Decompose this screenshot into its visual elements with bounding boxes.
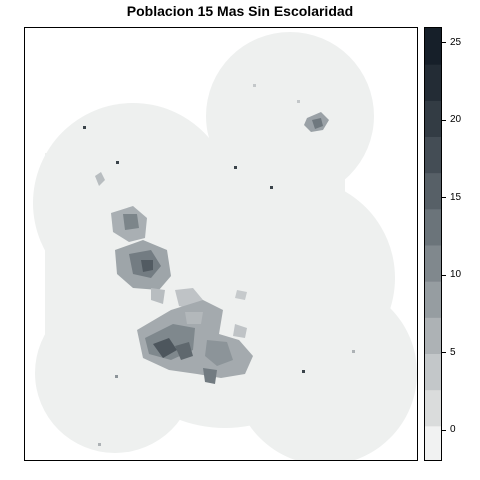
legend-swatch xyxy=(425,389,441,427)
upper-west-cluster xyxy=(95,172,147,242)
legend-swatch xyxy=(425,425,441,460)
map-canvas xyxy=(33,32,417,460)
legend-tick-mark xyxy=(442,429,446,431)
data-point xyxy=(352,350,355,353)
legend-tick-label: 5 xyxy=(450,346,456,358)
map-title: Poblacion 15 Mas Sin Escolaridad xyxy=(126,3,354,19)
coverage-area xyxy=(33,32,417,460)
legend-swatch xyxy=(425,28,441,65)
data-point xyxy=(98,443,101,446)
legend-swatch xyxy=(425,100,441,137)
legend-tick-label: 0 xyxy=(450,424,456,435)
legend-swatch xyxy=(425,281,441,318)
legend-swatch xyxy=(425,136,441,174)
isolated-points xyxy=(83,84,355,446)
legend-swatch xyxy=(425,353,441,391)
legend-swatch xyxy=(425,245,441,282)
northeast-cluster xyxy=(297,100,329,132)
legend-tick-label: 25 xyxy=(450,36,462,48)
coverage-blob xyxy=(215,88,325,238)
data-point xyxy=(302,370,305,373)
data-point xyxy=(234,166,237,169)
legend-ticks: 0 5 10 15 20 25 xyxy=(442,27,480,461)
data-point xyxy=(270,186,273,189)
data-point xyxy=(116,161,119,164)
legend-swatch xyxy=(425,317,441,354)
legend-swatch xyxy=(425,172,441,210)
legend-swatch xyxy=(425,208,441,246)
legend-colorbar xyxy=(424,27,442,461)
legend-tick-mark xyxy=(442,352,446,353)
legend-tick-mark xyxy=(442,197,446,198)
legend-tick-mark xyxy=(442,274,446,276)
south-central-cluster xyxy=(137,300,253,384)
data-point xyxy=(83,126,86,129)
legend-tick-label: 10 xyxy=(450,269,462,280)
legend-swatches xyxy=(425,28,441,460)
central-cluster xyxy=(115,240,247,310)
legend-tick-mark xyxy=(442,119,446,121)
data-point xyxy=(115,375,118,378)
legend-tick-label: 15 xyxy=(450,191,462,203)
legend-tick-label: 20 xyxy=(450,114,462,125)
legend-tick-mark xyxy=(442,42,446,43)
legend-swatch xyxy=(425,64,441,101)
map-panel xyxy=(24,27,418,461)
data-point xyxy=(253,84,256,87)
